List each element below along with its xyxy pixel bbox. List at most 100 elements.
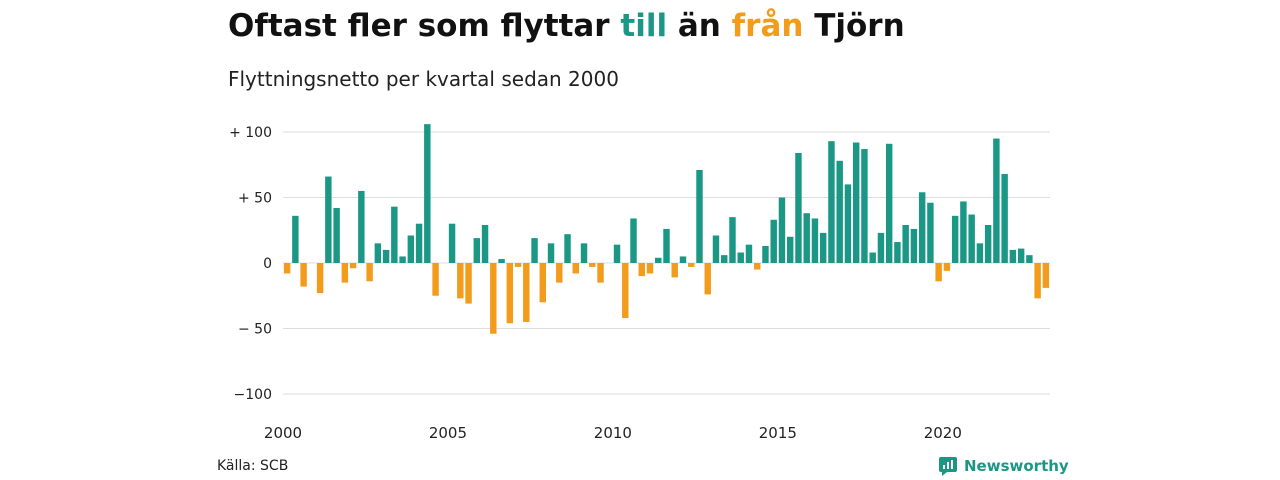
chart-title: Oftast fler som flyttar till än från Tjö…	[228, 8, 905, 44]
bar	[754, 263, 761, 270]
bar	[283, 263, 291, 274]
bar	[663, 228, 670, 263]
bar	[1042, 263, 1050, 288]
y-tick-label: − 50	[238, 322, 272, 338]
bar	[547, 243, 555, 263]
title-fran: från	[731, 8, 804, 44]
bar	[391, 206, 398, 263]
bar	[927, 202, 934, 263]
bar	[861, 149, 868, 263]
bar	[1001, 173, 1008, 263]
bar	[828, 141, 835, 263]
bar	[943, 263, 951, 271]
bar	[498, 259, 505, 263]
bar	[762, 245, 769, 263]
bar-chart: + 100 + 50 0 − 50 −100 2000 2005 2010 2015 2020	[229, 124, 1050, 442]
bar	[316, 263, 324, 294]
bar	[333, 207, 340, 263]
bar	[358, 190, 365, 263]
bar	[1017, 248, 1025, 263]
title-part1: Oftast fler som flyttar	[228, 8, 621, 44]
title-till: till	[620, 8, 668, 44]
bar	[836, 160, 843, 263]
bar	[655, 257, 662, 263]
chart-subtitle: Flyttningsnetto per kvartal sedan 2000	[228, 67, 619, 91]
bar	[894, 242, 901, 263]
bar	[589, 263, 596, 267]
bar	[795, 152, 802, 263]
y-tick-label: + 100	[229, 125, 272, 141]
bar	[382, 249, 390, 263]
bar	[481, 225, 489, 263]
bar	[424, 124, 431, 263]
bar	[564, 234, 571, 263]
bar	[885, 143, 893, 263]
bar	[613, 244, 621, 263]
bar	[490, 263, 497, 334]
bar	[638, 263, 645, 277]
bar	[688, 263, 695, 267]
bar	[951, 215, 959, 263]
bar	[325, 176, 332, 263]
source-note: Källa: SCB	[217, 458, 289, 474]
bar	[341, 263, 349, 283]
bar	[572, 263, 579, 274]
newsworthy-logo: Newsworthy	[938, 456, 1069, 476]
bar	[523, 263, 530, 322]
chart-bubble-icon	[939, 457, 957, 476]
bar	[778, 197, 786, 263]
bar	[910, 228, 918, 263]
bar	[1026, 255, 1033, 263]
bar	[514, 263, 522, 267]
bar	[984, 225, 992, 263]
bar	[597, 263, 604, 283]
bar	[819, 232, 827, 263]
bar	[366, 263, 373, 282]
bar	[671, 263, 678, 278]
bar	[968, 214, 975, 263]
bar	[531, 238, 538, 263]
bar	[407, 235, 415, 263]
bar	[852, 142, 860, 263]
bar	[1034, 263, 1041, 299]
bar	[415, 223, 423, 263]
x-tick-label: 2005	[429, 424, 467, 442]
bar	[745, 244, 753, 263]
bar	[539, 263, 547, 303]
bar	[580, 243, 588, 263]
bar	[918, 192, 926, 263]
bar	[993, 138, 1000, 263]
bar	[976, 243, 984, 263]
y-tick-label: −100	[234, 387, 272, 403]
bar	[786, 236, 794, 263]
bar	[432, 263, 439, 296]
logo-text: Newsworthy	[964, 457, 1069, 475]
bar	[630, 218, 637, 263]
bar	[349, 263, 357, 269]
bar	[696, 169, 703, 263]
bar	[374, 243, 382, 263]
bar	[770, 219, 777, 263]
bar	[506, 263, 514, 324]
bar	[811, 218, 819, 263]
bar	[399, 256, 406, 263]
bar	[1009, 249, 1017, 263]
bar	[935, 263, 942, 282]
bar	[721, 255, 728, 263]
bar	[300, 263, 307, 287]
bar	[877, 232, 885, 263]
title-mid: än	[667, 8, 732, 44]
bar	[704, 263, 711, 295]
x-tick-label: 2010	[594, 424, 632, 442]
bar	[292, 215, 299, 263]
bar	[465, 263, 472, 304]
y-tick-label: + 50	[238, 191, 272, 207]
bar	[556, 263, 563, 283]
bar	[622, 263, 629, 319]
bar	[646, 263, 654, 274]
bar	[457, 263, 464, 299]
bar	[448, 223, 456, 263]
bar	[679, 256, 687, 263]
x-tick-label: 2000	[264, 424, 302, 442]
x-tick-label: 2020	[924, 424, 962, 442]
